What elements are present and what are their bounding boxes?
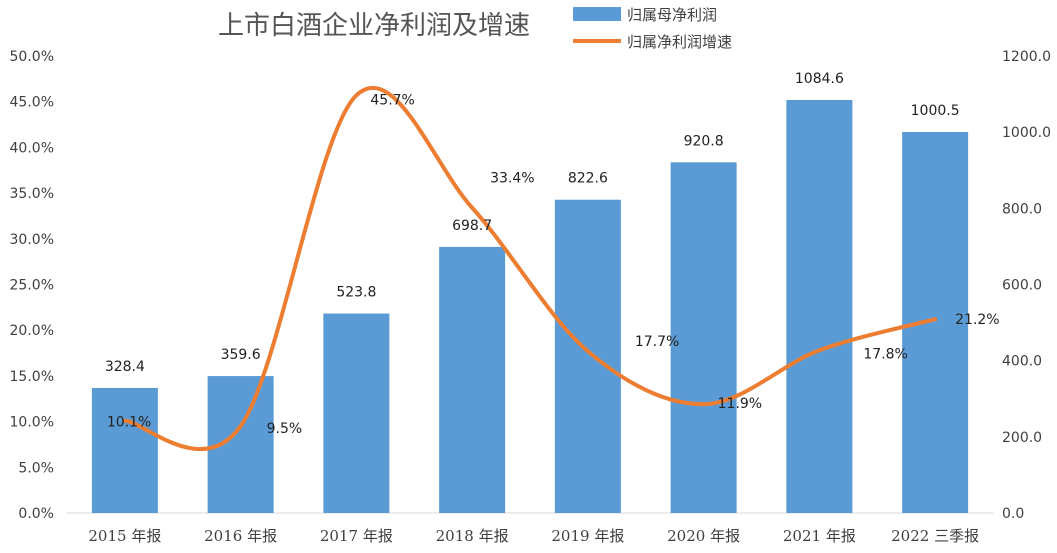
left-tick-label: 5.0% — [18, 460, 54, 476]
left-tick-label: 20.0% — [10, 323, 54, 339]
legend: 归属母净利润 归属净利润增速 — [573, 6, 732, 51]
x-tick-label: 2021 年报 — [783, 527, 856, 545]
x-axis: 2015 年报 2016 年报 2017 年报 2018 年报 2019 年报 2020 … — [67, 512, 993, 545]
right-tick-label: 200.0 — [1002, 430, 1042, 446]
bar-data-label: 523.8 — [336, 285, 376, 301]
line-data-label: 9.5% — [267, 421, 303, 437]
line-data-label: 17.8% — [863, 346, 907, 362]
x-tick-label: 2017 年报 — [320, 527, 393, 545]
x-tick-label: 2018 年报 — [436, 527, 509, 545]
x-tick-label: 2020 年报 — [667, 527, 740, 545]
bar — [902, 131, 969, 513]
line-data-label: 21.2% — [955, 312, 999, 328]
bar-data-label: 1084.6 — [795, 71, 844, 87]
left-axis: 0.0% 5.0% 10.0% 15.0% 20.0% 25.0% 30.0% 35.0% 40… — [10, 49, 54, 522]
bar — [786, 99, 853, 513]
left-tick-label: 45.0% — [10, 95, 54, 111]
left-tick-label: 25.0% — [10, 278, 54, 294]
bar-data-label: 1000.5 — [911, 103, 960, 119]
growth-line — [122, 85, 938, 452]
bar-data-label: 920.8 — [684, 133, 724, 149]
line-data-label: 17.7% — [635, 334, 679, 350]
line-series — [122, 85, 938, 452]
right-tick-label: 1200.0 — [1002, 49, 1051, 65]
bar-data-label: 359.6 — [221, 347, 261, 363]
line-data-label: 33.4% — [490, 171, 534, 187]
line-data-label: 45.7% — [370, 92, 414, 108]
legend-bar-swatch — [573, 7, 621, 21]
right-axis: 0.0 200.0 400.0 600.0 800.0 1000.0 1200.0 — [1002, 49, 1051, 522]
legend-line-label: 归属净利润增速 — [627, 33, 732, 51]
bar-data-label: 698.7 — [452, 218, 492, 234]
bar-series — [91, 99, 969, 513]
bar — [670, 162, 737, 513]
bar — [91, 387, 158, 513]
left-tick-label: 10.0% — [10, 415, 54, 431]
right-tick-label: 0.0 — [1002, 506, 1024, 522]
legend-bar-label: 归属母净利润 — [627, 6, 717, 24]
bar — [323, 313, 390, 513]
x-tick-label: 2015 年报 — [88, 527, 161, 545]
left-tick-label: 40.0% — [10, 140, 54, 156]
data-labels: 328.4 359.6 523.8 698.7 822.6 920.8 1084.6 1000… — [105, 71, 1000, 437]
right-tick-label: 400.0 — [1002, 354, 1042, 370]
bar-data-label: 822.6 — [568, 171, 608, 187]
x-tick-label: 2019 年报 — [551, 527, 624, 545]
chart-title: 上市白酒企业净利润及增速 — [218, 11, 530, 41]
line-data-label: 10.1% — [107, 415, 151, 431]
bar — [439, 246, 506, 513]
x-tick-label: 2016 年报 — [204, 527, 277, 545]
left-tick-label: 35.0% — [10, 186, 54, 202]
left-tick-label: 0.0% — [18, 506, 54, 522]
right-tick-label: 600.0 — [1002, 278, 1042, 294]
left-tick-label: 15.0% — [10, 369, 54, 385]
right-tick-label: 800.0 — [1002, 201, 1042, 217]
bar-data-label: 328.4 — [105, 359, 145, 375]
line-data-label: 11.9% — [718, 396, 762, 412]
bar — [554, 199, 621, 513]
left-tick-label: 30.0% — [10, 232, 54, 248]
left-tick-label: 50.0% — [10, 49, 54, 65]
x-tick-label: 2022 三季报 — [891, 527, 979, 545]
right-tick-label: 1000.0 — [1002, 125, 1051, 141]
